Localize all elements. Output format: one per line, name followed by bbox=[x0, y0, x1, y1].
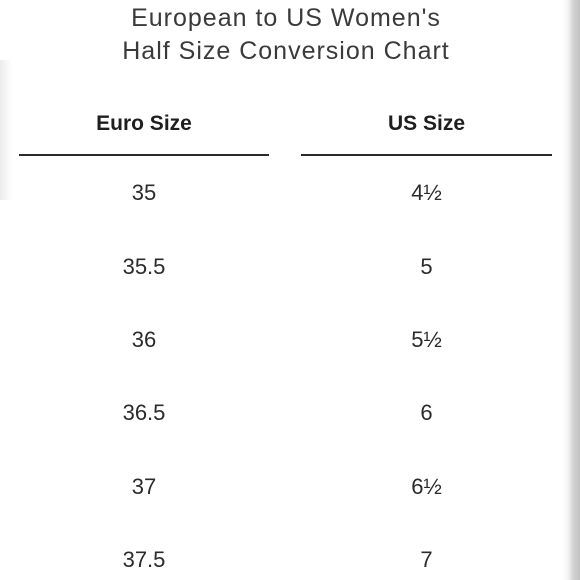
euro-size-cell: 36 bbox=[131, 327, 157, 352]
us-size-cell: 6 bbox=[420, 400, 433, 425]
chart-title-line-1: European to US Women's bbox=[131, 4, 441, 32]
us-header-divider bbox=[301, 154, 552, 156]
table-row: 35 4½ bbox=[0, 178, 580, 208]
us-size-header: US Size bbox=[387, 112, 466, 135]
euro-size-cell: 37 bbox=[131, 474, 157, 499]
euro-size-cell: 36.5 bbox=[122, 400, 166, 425]
table-row: 35.5 5 bbox=[0, 252, 580, 282]
us-size-cell: 5½ bbox=[411, 327, 442, 352]
page-edge-shadow bbox=[0, 60, 12, 200]
euro-size-header: Euro Size bbox=[96, 112, 192, 135]
us-size-cell: 4½ bbox=[411, 180, 442, 205]
chart-title-line-2: Half Size Conversion Chart bbox=[122, 37, 450, 65]
chart-title: European to US Women's Half Size Convers… bbox=[0, 2, 572, 68]
us-size-cell: 7 bbox=[420, 547, 433, 572]
euro-header-divider bbox=[19, 154, 269, 156]
table-row: 36.5 6 bbox=[0, 398, 580, 428]
table-row: 37.5 7 bbox=[0, 545, 580, 575]
table-row: 36 5½ bbox=[0, 325, 580, 355]
scrollbar-track[interactable] bbox=[562, 0, 580, 580]
euro-size-cell: 35.5 bbox=[122, 254, 166, 279]
euro-size-cell: 35 bbox=[131, 180, 157, 205]
euro-size-cell: 37.5 bbox=[122, 547, 166, 572]
table-row: 37 6½ bbox=[0, 472, 580, 502]
us-size-cell: 6½ bbox=[411, 474, 442, 499]
us-size-cell: 5 bbox=[420, 254, 433, 279]
